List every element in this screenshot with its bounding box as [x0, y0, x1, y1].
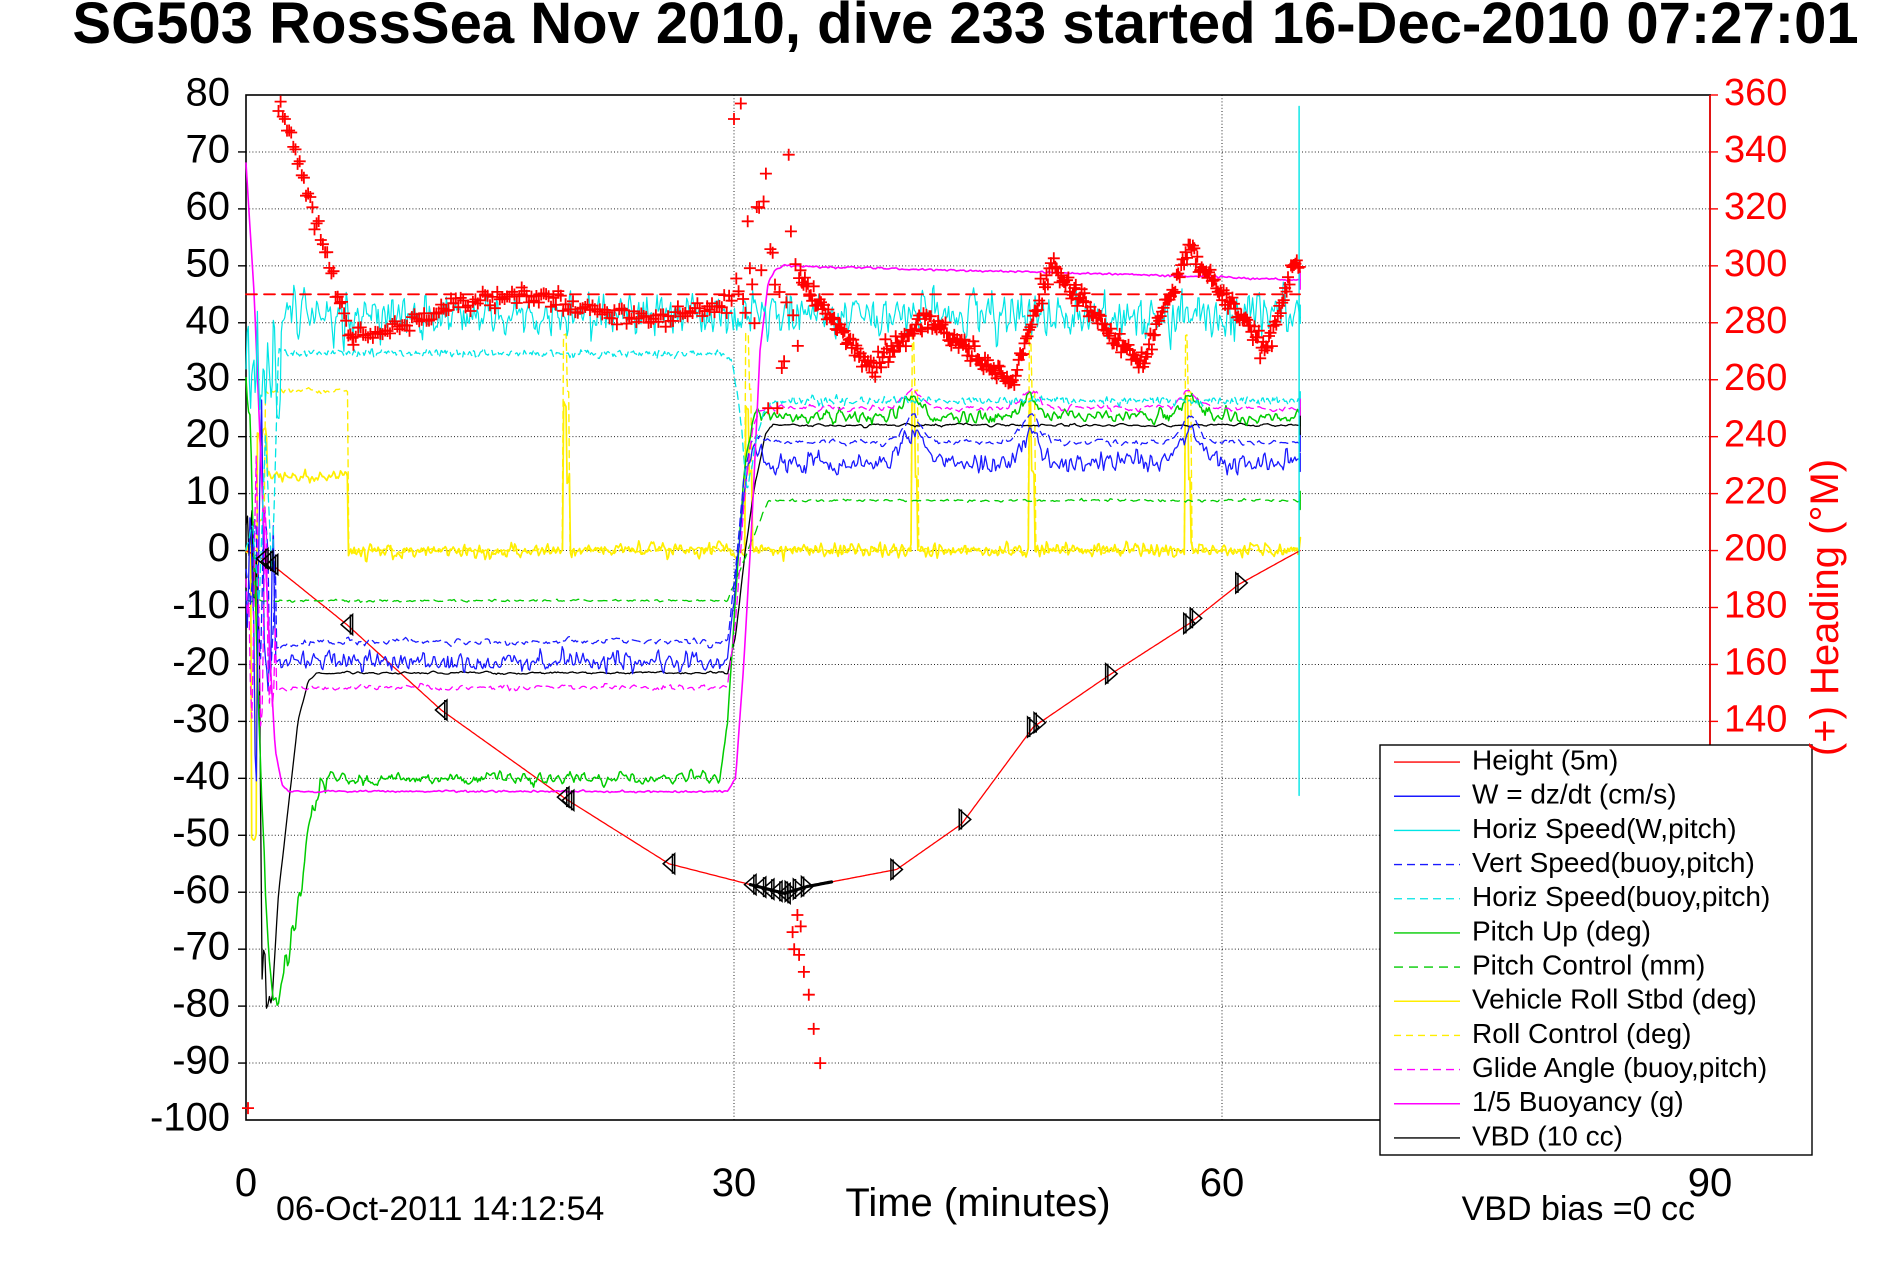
- svg-text:70: 70: [186, 128, 231, 172]
- svg-text:320: 320: [1724, 186, 1787, 228]
- svg-text:300: 300: [1724, 243, 1787, 285]
- svg-text:-30: -30: [172, 697, 230, 741]
- svg-text:340: 340: [1724, 129, 1787, 171]
- svg-text:06-Oct-2011 14:12:54: 06-Oct-2011 14:12:54: [276, 1190, 604, 1228]
- svg-text:60: 60: [186, 184, 231, 228]
- svg-text:W = dz/dt (cm/s): W = dz/dt (cm/s): [1472, 779, 1677, 810]
- svg-text:-50: -50: [172, 811, 230, 855]
- svg-text:280: 280: [1724, 300, 1787, 342]
- svg-text:140: 140: [1724, 698, 1787, 740]
- svg-text:180: 180: [1724, 585, 1787, 627]
- svg-text:260: 260: [1724, 357, 1787, 399]
- svg-text:-60: -60: [172, 868, 230, 912]
- svg-text:VBD bias =0 cc: VBD bias =0 cc: [1462, 1190, 1695, 1228]
- svg-text:Horiz Speed(buoy,pitch): Horiz Speed(buoy,pitch): [1472, 881, 1770, 912]
- svg-text:30: 30: [186, 355, 231, 399]
- svg-text:Height (5m): Height (5m): [1472, 744, 1618, 775]
- svg-text:Pitch Control (mm): Pitch Control (mm): [1472, 949, 1705, 980]
- svg-text:-90: -90: [172, 1039, 230, 1083]
- svg-text:160: 160: [1724, 641, 1787, 683]
- svg-text:Glide Angle (buoy,pitch): Glide Angle (buoy,pitch): [1472, 1052, 1767, 1083]
- svg-text:Roll Control (deg): Roll Control (deg): [1472, 1018, 1691, 1049]
- svg-text:Vert Speed(buoy,pitch): Vert Speed(buoy,pitch): [1472, 847, 1755, 878]
- svg-text:200: 200: [1724, 528, 1787, 570]
- svg-text:0: 0: [208, 526, 230, 570]
- svg-text:20: 20: [186, 412, 231, 456]
- svg-text:VBD (10 cc): VBD (10 cc): [1472, 1120, 1623, 1151]
- svg-text:50: 50: [186, 241, 231, 285]
- svg-text:60: 60: [1200, 1161, 1245, 1205]
- svg-text:0: 0: [235, 1161, 257, 1205]
- svg-text:240: 240: [1724, 414, 1787, 456]
- svg-text:(+) Heading (°M): (+) Heading (°M): [1803, 459, 1847, 756]
- svg-text:Time (minutes): Time (minutes): [845, 1181, 1110, 1225]
- svg-text:1/5 Buoyancy (g): 1/5 Buoyancy (g): [1472, 1086, 1684, 1117]
- svg-text:-40: -40: [172, 754, 230, 798]
- svg-text:10: 10: [186, 469, 231, 513]
- svg-text:-20: -20: [172, 640, 230, 684]
- svg-text:Vehicle Roll Stbd (deg): Vehicle Roll Stbd (deg): [1472, 984, 1757, 1015]
- svg-text:40: 40: [186, 298, 231, 342]
- svg-text:Pitch Up (deg): Pitch Up (deg): [1472, 915, 1651, 946]
- svg-text:30: 30: [712, 1161, 757, 1205]
- svg-text:-100: -100: [150, 1096, 230, 1140]
- svg-text:-10: -10: [172, 583, 230, 627]
- svg-text:-70: -70: [172, 925, 230, 969]
- svg-text:-80: -80: [172, 982, 230, 1026]
- svg-text:360: 360: [1724, 72, 1787, 114]
- svg-text:Horiz Speed(W,pitch): Horiz Speed(W,pitch): [1472, 813, 1737, 844]
- svg-text:220: 220: [1724, 471, 1787, 513]
- svg-text:80: 80: [186, 71, 231, 115]
